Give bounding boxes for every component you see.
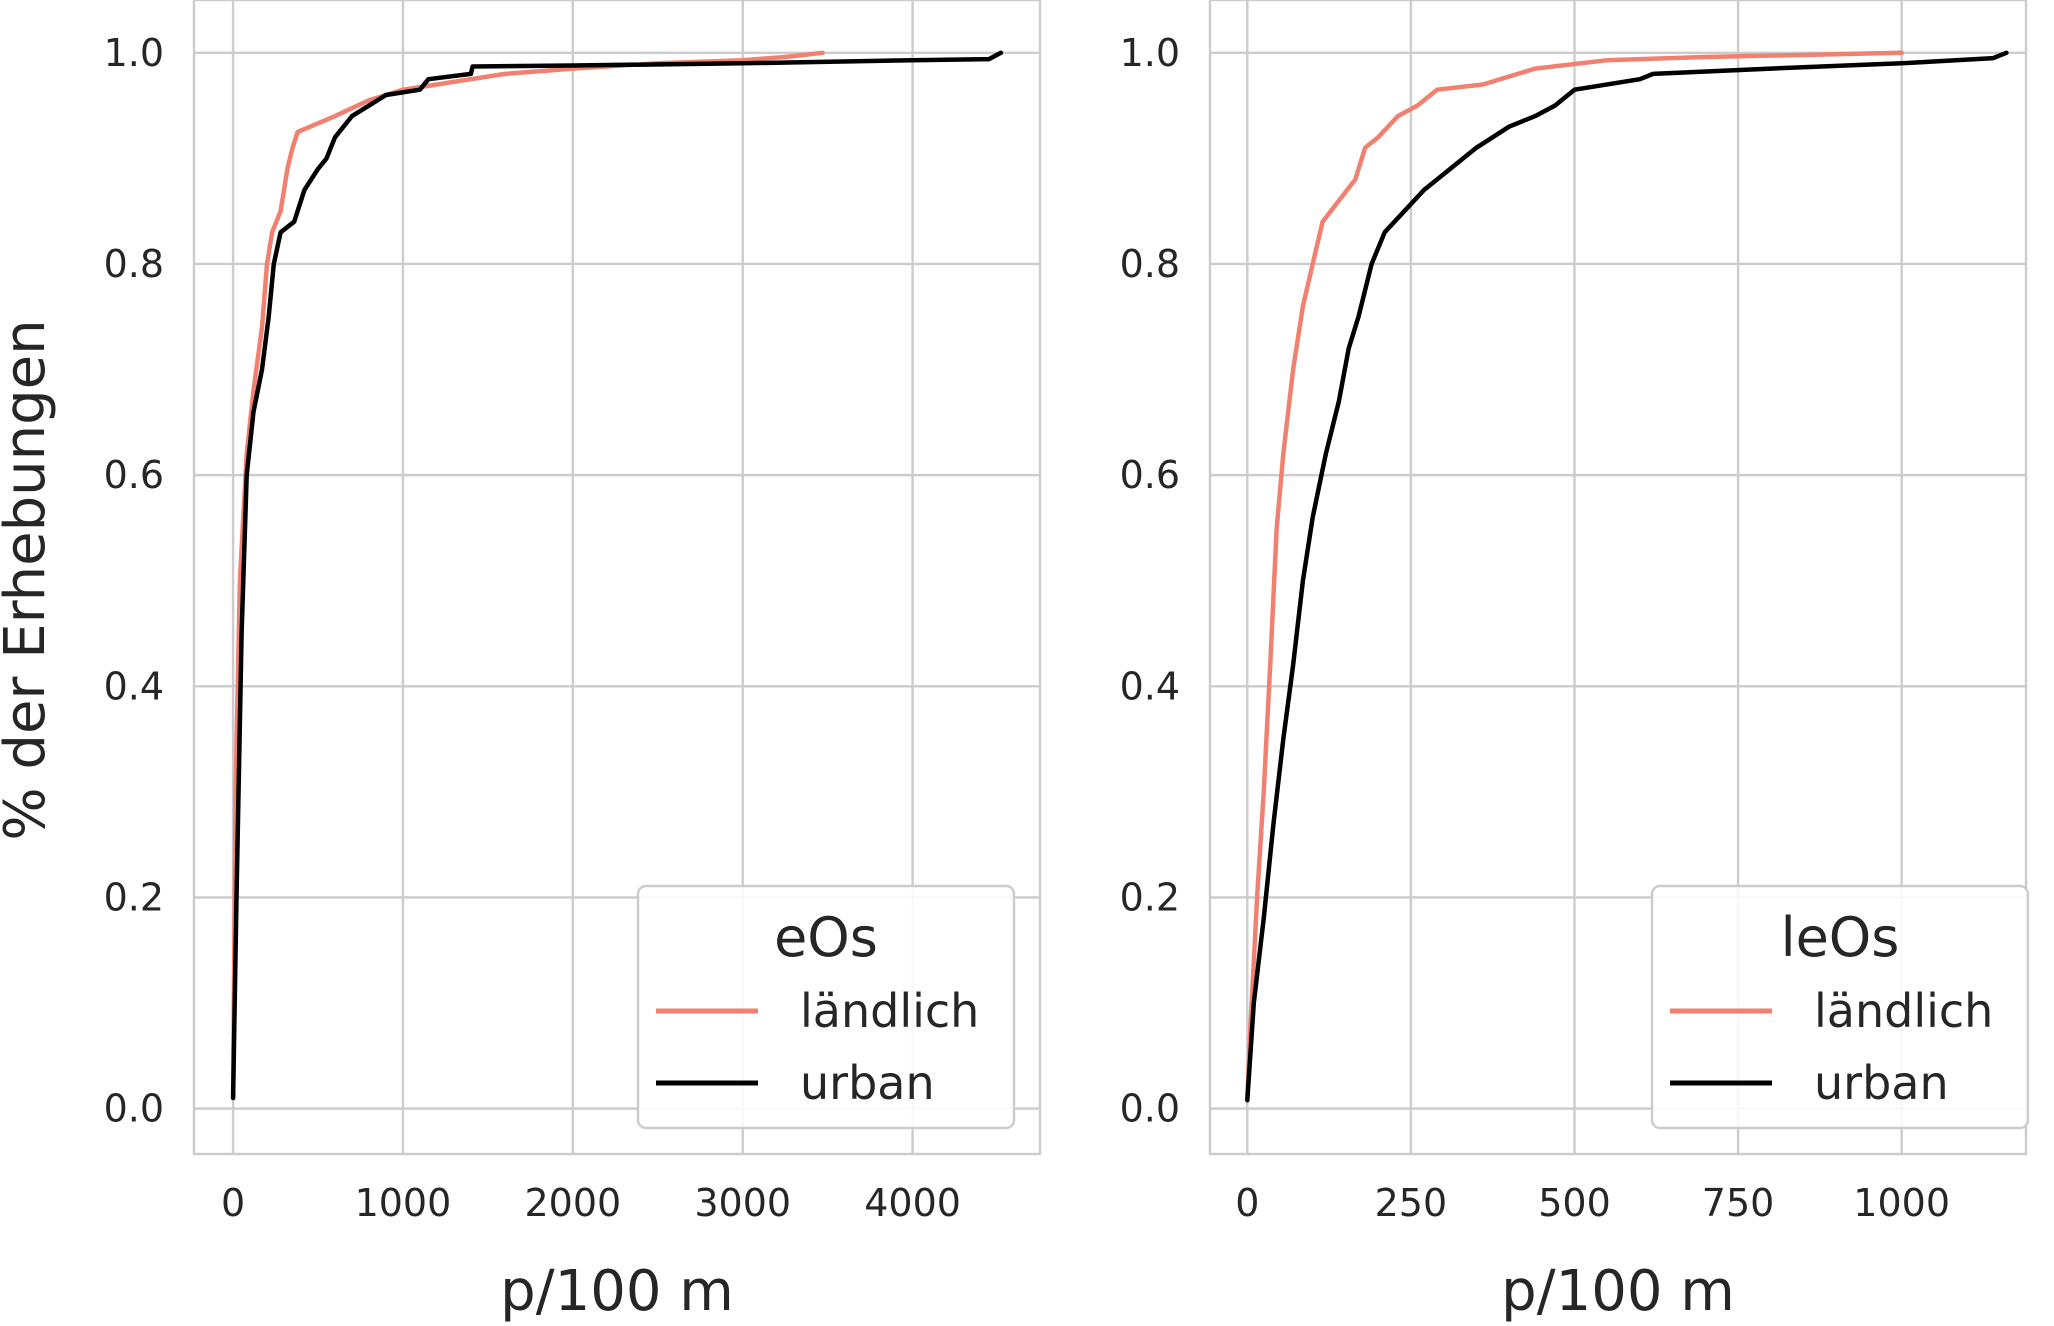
panel-1: 0 1000 2000 3000 4000 0.0 0.2 0.4 0.6 0.8 1.0 p/100… [104, 0, 1042, 1324]
plot-frame [192, 0, 1042, 1156]
y-tick-label: 0.2 [104, 875, 164, 919]
y-tick-label: 0.6 [104, 453, 164, 497]
x-tick-label: 500 [1538, 1181, 1611, 1225]
x-tick-label: 250 [1375, 1181, 1448, 1225]
x-tick-label: 0 [221, 1181, 245, 1225]
legend-label: urban [1814, 1056, 1949, 1110]
x-axis-label: p/100 m [500, 1259, 734, 1322]
panel-2: 0 250 500 750 1000 0.0 0.2 0.4 0.6 0.8 1.0 p/100 m l… [1120, 0, 2030, 1324]
y-tick-label: 0.6 [1120, 453, 1180, 497]
y-tick-label: 0.8 [1120, 242, 1180, 286]
y-tick-label: 1.0 [1120, 31, 1180, 75]
x-tick-label: 2000 [524, 1181, 621, 1225]
legend-title: eOs [774, 906, 878, 969]
y-tick-label: 0.4 [1120, 664, 1180, 708]
legend: eOs ländlich urban [636, 884, 1016, 1130]
y-tick-label: 0.8 [104, 242, 164, 286]
x-tick-label: 750 [1702, 1181, 1775, 1225]
legend-label: urban [800, 1056, 935, 1110]
x-tick-label: 3000 [694, 1181, 791, 1225]
y-tick-label: 1.0 [104, 31, 164, 75]
panels: 0 1000 2000 3000 4000 0.0 0.2 0.4 0.6 0.8 1.0 p/100… [104, 0, 2030, 1324]
legend-title: leOs [1781, 906, 1900, 969]
x-axis-label: p/100 m [1501, 1259, 1735, 1322]
y-tick-label: 0.4 [104, 664, 164, 708]
y-tick-label: 0.2 [1120, 875, 1180, 919]
legend-box [636, 884, 1016, 1130]
plot-frame [1208, 0, 2028, 1156]
series-line-urban [1245, 50, 2009, 1103]
series-line-laendlich [1245, 50, 1904, 1101]
series-line-urban [230, 50, 1004, 1101]
legend-label: ländlich [800, 984, 979, 1038]
x-tick-label: 1000 [355, 1181, 452, 1225]
shared-y-axis-label: % der Erhebungen [0, 319, 58, 840]
x-tick-label: 1000 [1853, 1181, 1950, 1225]
legend-box [1650, 884, 2030, 1130]
legend-label: ländlich [1814, 984, 1993, 1038]
y-tick-label: 0.0 [104, 1087, 164, 1131]
x-tick-label: 0 [1235, 1181, 1259, 1225]
legend: leOs ländlich urban [1650, 884, 2030, 1130]
x-tick-label: 4000 [864, 1181, 961, 1225]
y-tick-label: 0.0 [1120, 1087, 1180, 1131]
